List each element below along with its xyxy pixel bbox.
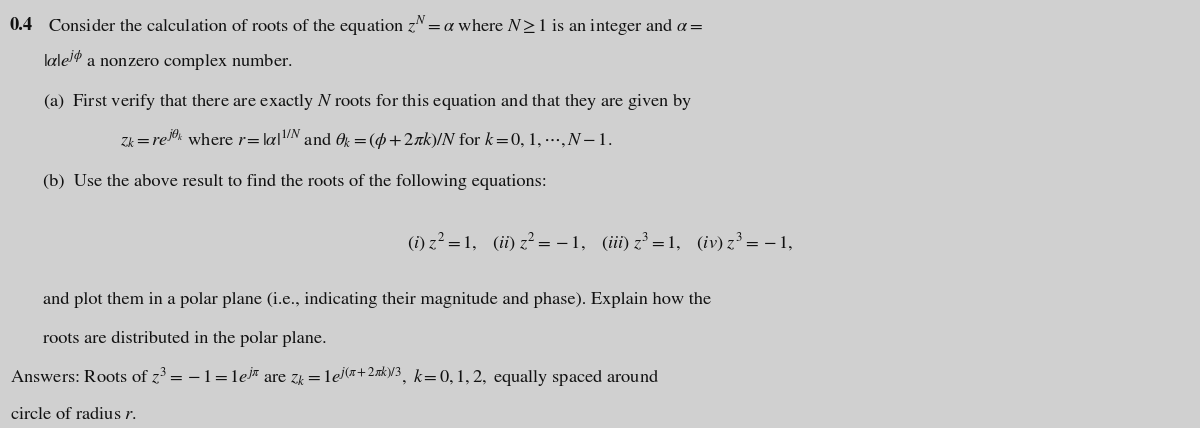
Text: $z_k = re^{j\theta_k}$ where $r = |\alpha|^{1/N}$ and $\theta_k = (\phi + 2\pi k: $z_k = re^{j\theta_k}$ where $r = |\alph… xyxy=(120,128,612,152)
Text: circle of radius $r$.: circle of radius $r$. xyxy=(10,406,137,423)
Text: 0.4: 0.4 xyxy=(10,17,32,34)
Text: 0.4  Consider the calculation of roots of the equation $z^N = \alpha$ where $N \: 0.4 Consider the calculation of roots of… xyxy=(10,14,697,38)
Text: $|\alpha|e^{j\phi}$ a nonzero complex number.: $|\alpha|e^{j\phi}$ a nonzero complex nu… xyxy=(43,49,293,73)
Text: roots are distributed in the polar plane.: roots are distributed in the polar plane… xyxy=(43,331,326,347)
Text: (b)  Use the above result to find the roots of the following equations:: (b) Use the above result to find the roo… xyxy=(43,174,547,190)
Text: Answers: Roots of $z^3 = -1 = 1e^{j\pi}$ are $z_k = 1e^{j(\pi + 2\pi k)/3},$ $k : Answers: Roots of $z^3 = -1 = 1e^{j\pi}$… xyxy=(10,365,659,390)
Text: Consider the calculation of roots of the equation $z^N = \alpha$ where $N \geq 1: Consider the calculation of roots of the… xyxy=(40,14,703,38)
Text: (a)  First verify that there are exactly $N$ roots for this equation and that th: (a) First verify that there are exactly … xyxy=(43,91,692,113)
Text: and plot them in a polar plane (i.e., indicating their magnitude and phase). Exp: and plot them in a polar plane (i.e., in… xyxy=(43,291,712,308)
Text: $(i)$ $z^2 = 1,$   $(ii)$ $z^2 = -1,$   $(iii)$ $z^3 = 1,$   $(iv)$ $z^3 = -1,$: $(i)$ $z^2 = 1,$ $(ii)$ $z^2 = -1,$ $(ii… xyxy=(407,232,793,254)
